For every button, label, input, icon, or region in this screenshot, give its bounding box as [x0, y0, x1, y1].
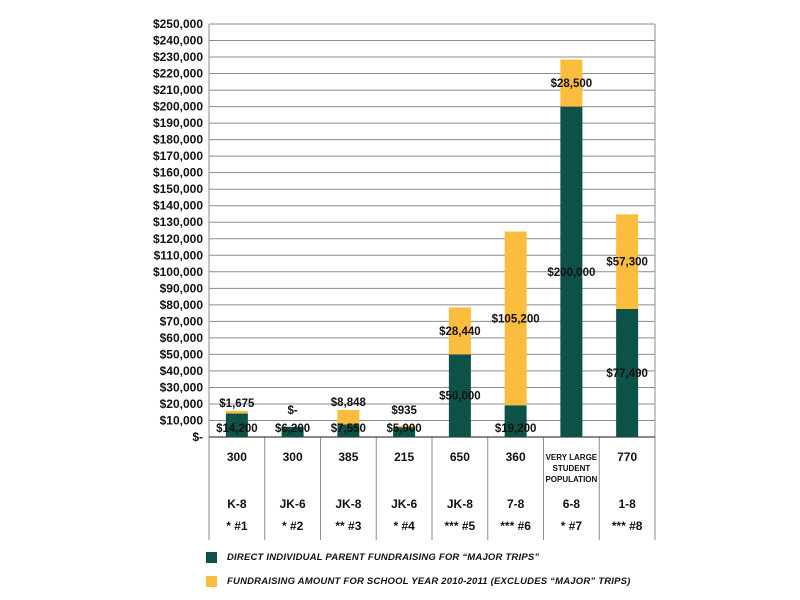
bar-school-year [616, 214, 639, 309]
y-tick-label: $70,000 [160, 314, 204, 328]
data-label-school-year: $28,500 [551, 78, 593, 90]
data-label-school-year: $1,675 [219, 398, 255, 410]
bar-direct-parent [281, 426, 304, 437]
category-grades: 7-8 [507, 497, 525, 511]
category-population: 650 [450, 450, 470, 464]
category-code: * #7 [561, 519, 583, 533]
data-label-school-year: $57,300 [606, 257, 648, 269]
category-grades: 1-8 [618, 497, 636, 511]
y-tick-label: $180,000 [153, 133, 203, 147]
bar-school-year [393, 425, 416, 428]
data-label-direct-parent: $5,900 [387, 423, 422, 435]
bar-direct-parent [560, 106, 583, 437]
data-label-school-year: $105,200 [492, 313, 540, 325]
legend-label-direct-parent: DIRECT INDIVIDUAL PARENT FUNDRAISING FOR… [227, 552, 540, 563]
category-grades: 6-8 [563, 497, 581, 511]
data-label-direct-parent: $6,200 [275, 423, 310, 435]
bar-school-year [337, 409, 360, 425]
bar-school-year [560, 59, 583, 107]
bar-school-year [504, 231, 527, 406]
y-tick-label: $30,000 [160, 380, 204, 394]
y-tick-label: $150,000 [153, 182, 203, 196]
category-population: 770 [617, 450, 637, 464]
y-tick-label: $170,000 [153, 149, 203, 163]
data-label-direct-parent: $50,000 [439, 391, 481, 403]
bar-direct-parent [504, 405, 527, 437]
category-population: 385 [338, 450, 358, 464]
category-code: ** #3 [335, 519, 361, 533]
data-label-direct-parent: $14,200 [216, 423, 258, 435]
data-label-direct-parent: $7,550 [331, 423, 366, 435]
y-tick-label: $- [192, 430, 203, 444]
y-tick-label: $90,000 [160, 281, 204, 295]
data-label-school-year: $8,848 [331, 397, 367, 409]
y-tick-label: $210,000 [153, 83, 203, 97]
bar-direct-parent [616, 308, 639, 437]
y-tick-label: $230,000 [153, 50, 203, 64]
data-label-direct-parent: $200,000 [547, 267, 595, 279]
bar-direct-parent [337, 424, 360, 437]
y-tick-label: $220,000 [153, 67, 203, 81]
y-tick-label: $100,000 [153, 265, 203, 279]
bar-direct-parent [393, 427, 416, 437]
category-code: * #2 [282, 519, 304, 533]
data-label-direct-parent: $77,490 [606, 368, 648, 380]
legend-swatch-direct-parent [206, 552, 217, 563]
category-code: * #4 [393, 519, 415, 533]
category-grades: JK-8 [335, 497, 361, 511]
category-population: 360 [506, 450, 526, 464]
category-population: POPULATION [545, 475, 597, 484]
y-tick-label: $20,000 [160, 397, 204, 411]
category-grades: JK-8 [447, 497, 473, 511]
category-code: *** #8 [612, 519, 643, 533]
category-grades: JK-6 [280, 497, 306, 511]
legend-item-direct-parent: DIRECT INDIVIDUAL PARENT FUNDRAISING FOR… [206, 552, 539, 563]
category-grades: K-8 [227, 497, 247, 511]
bar-direct-parent [225, 413, 248, 437]
y-tick-label: $240,000 [153, 34, 203, 48]
category-population: 300 [283, 450, 303, 464]
y-tick-label: $40,000 [160, 364, 204, 378]
legend-swatch-school-year [206, 576, 217, 587]
y-tick-label: $120,000 [153, 232, 203, 246]
data-label-school-year: $28,440 [439, 326, 481, 338]
category-population: 300 [227, 450, 247, 464]
y-tick-label: $190,000 [153, 116, 203, 130]
category-code: *** #6 [500, 519, 531, 533]
category-population: STUDENT [552, 464, 590, 473]
data-label-direct-parent: $19,200 [495, 423, 537, 435]
data-label-school-year: $935 [391, 405, 417, 417]
y-tick-label: $50,000 [160, 347, 204, 361]
y-tick-label: $80,000 [160, 298, 204, 312]
category-population: VERY LARGE [546, 453, 598, 462]
legend-label-school-year: FUNDRAISING AMOUNT FOR SCHOOL YEAR 2010-… [227, 576, 631, 587]
y-tick-label: $110,000 [154, 248, 204, 262]
y-tick-label: $160,000 [153, 166, 203, 180]
y-tick-label: $130,000 [153, 215, 203, 229]
category-grades: JK-6 [391, 497, 417, 511]
category-code: * #1 [226, 519, 248, 533]
legend-item-school-year: FUNDRAISING AMOUNT FOR SCHOOL YEAR 2010-… [206, 576, 631, 587]
bar-school-year [448, 307, 471, 355]
y-tick-label: $140,000 [153, 199, 203, 213]
y-tick-label: $250,000 [153, 17, 203, 31]
y-tick-label: $200,000 [153, 100, 203, 114]
category-code: *** #5 [445, 519, 476, 533]
y-tick-label: $10,000 [160, 413, 204, 427]
y-tick-label: $60,000 [160, 331, 204, 345]
data-label-school-year: $- [288, 405, 298, 417]
category-population: 215 [394, 450, 414, 464]
bar-school-year [225, 410, 248, 414]
bar-direct-parent [448, 354, 471, 437]
